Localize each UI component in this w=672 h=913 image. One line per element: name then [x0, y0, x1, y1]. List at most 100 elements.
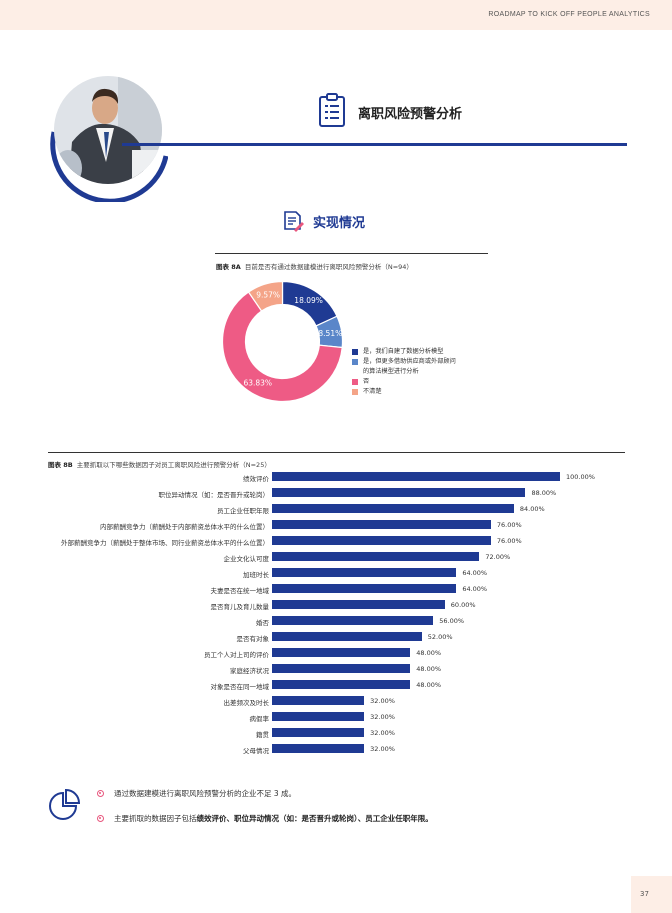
bar — [272, 632, 422, 641]
bar-category-label: 是否育儿及育儿数量 — [210, 603, 270, 611]
bar-category-label: 父母情况 — [243, 747, 269, 755]
bar — [272, 728, 365, 737]
donut-slice-label: 63.83% — [243, 379, 272, 388]
bar-value-label: 60.00% — [450, 601, 476, 609]
summary-bullet: 主要抓取的数据因子包括 绩效评价、职位异动情况（如：是否晋升或轮岗）、员工企业任职… — [97, 813, 627, 824]
legend-item-continuation: 的算法模型进行分析 — [352, 367, 532, 377]
bar — [272, 520, 491, 529]
summary-bullet-text: 主要抓取的数据因子包括 — [114, 814, 197, 823]
bar-category-label: 加班时长 — [243, 571, 269, 579]
bar — [272, 600, 445, 609]
legend-item: 是，但更多借助供应商或外部顾问 — [352, 357, 532, 367]
legend-swatch — [352, 349, 358, 355]
bar-value-label: 76.00% — [496, 521, 522, 529]
bar — [272, 536, 491, 545]
summary-bullet-text: 通过数据建模进行离职风险预警分析的企业不足 3 成。 — [114, 789, 297, 798]
bar — [272, 504, 514, 513]
bar-value-label: 52.00% — [427, 633, 453, 641]
legend-item: 不清楚 — [352, 387, 532, 397]
donut-chart: 18.09% 8.51% 63.83% 9.57% — [221, 280, 344, 403]
legend-label: 是，但更多借助供应商或外部顾问 — [363, 358, 456, 365]
bar — [272, 648, 411, 657]
bar-value-label: 32.00% — [370, 697, 395, 705]
figure-8a-caption-text: 目前是否有通过数据建模进行离职风险预警分析（N=94） — [244, 263, 413, 271]
bar — [272, 584, 457, 593]
bar-value-label: 32.00% — [370, 729, 395, 737]
bar-category-label: 员工个人对上司的评价 — [204, 651, 269, 659]
figure-8a-label: 图表 8A — [216, 263, 241, 271]
top-band: ROADMAP TO KICK OFF PEOPLE ANALYTICS — [0, 0, 672, 30]
page-title: 离职风险预警分析 — [358, 107, 463, 122]
bar-category-label: 籍贯 — [256, 731, 269, 739]
legend-item: 是，我们自建了数据分析模型 — [352, 347, 532, 357]
bar-value-label: 72.00% — [485, 553, 511, 561]
bar-category-label: 夫妻是否在统一地域 — [210, 587, 270, 595]
document-edit-icon — [282, 210, 304, 232]
bar-category-label: 内部薪酬竞争力（薪酬处于内部薪资总体水平的什么位置） — [100, 523, 269, 531]
summary-bullet: 通过数据建模进行离职风险预警分析的企业不足 3 成。 — [97, 788, 627, 799]
bar — [272, 744, 365, 753]
bar-value-label: 32.00% — [370, 713, 395, 721]
bar — [272, 712, 365, 721]
figure-8a-caption: 图表 8A 目前是否有通过数据建模进行离职风险预警分析（N=94） — [216, 261, 413, 271]
bar-value-label: 48.00% — [416, 665, 442, 673]
bar-value-label: 64.00% — [462, 585, 488, 593]
bar-category-label: 员工企业任职年限 — [217, 507, 269, 515]
bar — [272, 616, 434, 625]
bar-category-label: 婚否 — [256, 619, 269, 627]
section-title: 实现情况 — [313, 216, 366, 231]
bar — [272, 664, 411, 673]
bar-value-label: 48.00% — [416, 681, 442, 689]
bar-category-label: 绩效评价 — [243, 475, 269, 483]
page-number: 37 — [640, 890, 649, 898]
legend-label: 不清楚 — [363, 388, 382, 395]
bar-value-label: 56.00% — [439, 617, 465, 625]
title-underline — [122, 143, 627, 146]
bar-category-label: 出差频次及时长 — [223, 699, 270, 707]
businessman-photo — [48, 72, 168, 202]
bar-value-label: 76.00% — [496, 537, 522, 545]
figure-8b-caption-text: 主要抓取以下哪些数据因子对员工离职风险进行预警分析（N=25） — [76, 461, 271, 469]
legend-swatch — [352, 379, 358, 385]
figure-8b-label: 图表 8B — [48, 461, 73, 469]
donut-slice — [221, 291, 343, 403]
bar-value-label: 84.00% — [519, 505, 545, 513]
bar-category-label: 家庭经济状况 — [230, 667, 269, 675]
donut-slice-label: 9.57% — [256, 291, 280, 300]
bar-value-label: 100.00% — [566, 473, 595, 481]
pie-chart-icon — [48, 787, 82, 821]
summary-bullets: 通过数据建模进行离职风险预警分析的企业不足 3 成。 主要抓取的数据因子包括 绩效… — [97, 788, 627, 838]
donut-slice-label: 8.51% — [318, 329, 342, 338]
bullet-dot-icon — [97, 790, 104, 797]
bar-value-label: 48.00% — [416, 649, 442, 657]
bar — [272, 488, 526, 497]
figure-8a-legend: 是，我们自建了数据分析模型 是，但更多借助供应商或外部顾问 的算法模型进行分析 … — [352, 347, 532, 397]
summary-bullet-bold: 绩效评价、职位异动情况（如：是否晋升或轮岗）、员工企业任职年限。 — [196, 814, 433, 823]
bullet-dot-icon — [97, 815, 104, 822]
bar — [272, 696, 365, 705]
legend-swatch — [352, 389, 358, 395]
bar — [272, 680, 411, 689]
bar-value-label: 32.00% — [370, 745, 395, 753]
legend-label: 的算法模型进行分析 — [363, 368, 419, 375]
figure-8b-caption: 图表 8B 主要抓取以下哪些数据因子对员工离职风险进行预警分析（N=25） — [48, 459, 271, 469]
legend-item: 否 — [352, 377, 532, 387]
donut-slice-label: 18.09% — [294, 296, 323, 305]
figure-8a-rule — [215, 253, 488, 254]
bar-category-label: 是否有对象 — [236, 635, 270, 643]
bar — [272, 568, 457, 577]
bar-value-label: 64.00% — [462, 569, 488, 577]
running-header: ROADMAP TO KICK OFF PEOPLE ANALYTICS — [488, 11, 650, 18]
legend-label: 是，我们自建了数据分析模型 — [363, 348, 444, 355]
figure-8b-rule — [48, 452, 625, 453]
donut-slice — [247, 280, 284, 312]
legend-swatch — [352, 359, 358, 365]
bar-value-label: 88.00% — [531, 489, 557, 497]
bar — [272, 552, 480, 561]
bar-category-label: 外部薪酬竞争力（薪酬处于整体市场、同行业薪资总体水平的什么位置） — [61, 539, 269, 547]
bar — [272, 472, 560, 481]
legend-label: 否 — [363, 378, 370, 385]
page-number-box: 37 — [631, 876, 672, 913]
clipboard-list-icon — [318, 92, 346, 128]
bar-category-label: 职位异动情况（如：是否晋升或轮岗） — [158, 491, 270, 499]
